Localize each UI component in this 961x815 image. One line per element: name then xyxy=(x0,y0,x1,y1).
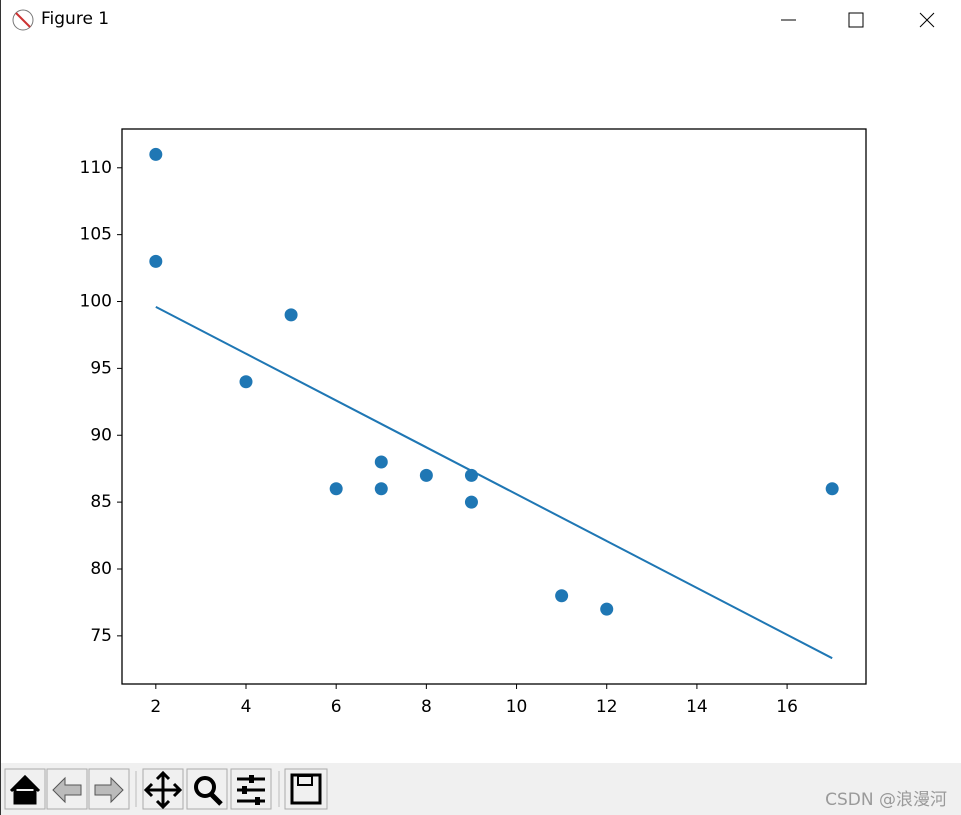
plot-frame xyxy=(121,128,867,685)
scatter-point xyxy=(419,468,433,482)
y-tick-label: 95 xyxy=(90,358,112,378)
scatter-point xyxy=(239,375,253,389)
x-tick-label: 12 xyxy=(596,697,618,717)
y-tick-label: 105 xyxy=(80,225,112,245)
x-tick-label: 6 xyxy=(331,697,342,717)
pan-button[interactable] xyxy=(142,768,184,810)
app-icon-mark xyxy=(15,12,31,28)
window-title: Figure 1 xyxy=(41,9,110,29)
title-icons xyxy=(12,9,935,31)
y-tick-label: 80 xyxy=(90,559,112,579)
y-tick-label: 100 xyxy=(80,292,112,312)
y-tick-label: 75 xyxy=(90,626,112,646)
scatter-point xyxy=(149,254,163,268)
scatter-point xyxy=(329,482,343,496)
x-tick-label: 8 xyxy=(421,697,432,717)
scatter-point xyxy=(149,147,163,161)
scatter-point xyxy=(600,602,614,616)
save-button[interactable] xyxy=(284,768,328,810)
scatter-point xyxy=(825,482,839,496)
scatter-point xyxy=(464,495,478,509)
title-bar: Figure 1 xyxy=(1,0,961,40)
y-tick-label: 90 xyxy=(90,425,112,445)
configure-button[interactable] xyxy=(230,768,272,810)
forward-button[interactable] xyxy=(88,768,130,810)
scatter-point xyxy=(374,455,388,469)
toolbar: CSDN @浪漫河 xyxy=(1,763,961,815)
x-tick-label: 14 xyxy=(686,697,708,717)
scatter-point xyxy=(284,308,298,322)
x-tick-label: 10 xyxy=(506,697,528,717)
x-tick-label: 16 xyxy=(776,697,798,717)
watermark: CSDN @浪漫河 xyxy=(825,790,947,810)
x-tick-label: 4 xyxy=(241,697,252,717)
maximize-button[interactable] xyxy=(848,12,864,28)
scatter-point xyxy=(555,589,569,603)
back-button[interactable] xyxy=(46,768,88,810)
scatter-point xyxy=(374,482,388,496)
y-tick-label: 85 xyxy=(90,492,112,512)
zoom-button[interactable] xyxy=(186,768,228,810)
y-tick-label: 110 xyxy=(80,158,112,178)
chart: 2 4 6 8 10 12 14 16 75 80 85 90 95 100 105 110 xyxy=(80,128,867,717)
toolbar-buttons xyxy=(4,768,328,810)
home-button[interactable] xyxy=(4,768,46,810)
regression-line xyxy=(155,305,833,660)
x-tick-label: 2 xyxy=(150,697,161,717)
close-button[interactable] xyxy=(919,12,935,28)
